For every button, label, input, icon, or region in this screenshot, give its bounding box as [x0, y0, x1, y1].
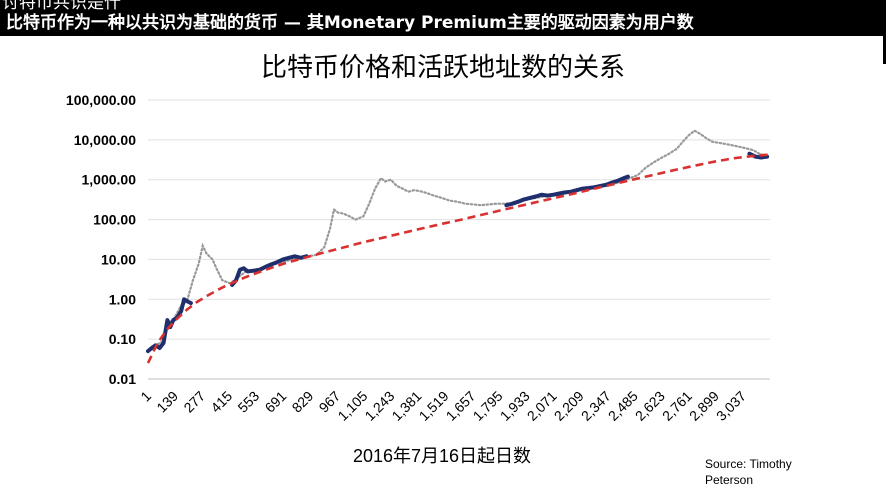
y-tick-label: 0.10 [109, 331, 136, 347]
x-tick-label: 1,519 [416, 388, 452, 424]
x-tick-label: 1,933 [497, 388, 533, 424]
source-line-1: Source: Timothy [705, 457, 792, 471]
x-tick-label: 2,761 [659, 388, 695, 424]
x-tick-label: 139 [153, 388, 181, 416]
edge-bar [883, 36, 886, 64]
price-solid-segment [504, 174, 630, 208]
x-tick-label: 1,243 [361, 388, 397, 424]
x-tick-label: 2,071 [524, 388, 560, 424]
chart-gridlines [148, 99, 770, 380]
x-tick-label: 829 [289, 388, 317, 416]
x-axis-label: 2016年7月16日起日数 [353, 446, 531, 466]
y-tick-labels: 100,000.00 10,000.00 1,000.00 100.00 10.00 1.… [66, 92, 136, 387]
x-tick-label: 1 [137, 388, 154, 405]
x-tick-label: 1,381 [388, 388, 424, 424]
active-address-fit-line [146, 153, 771, 364]
y-tick-label: 100,000.00 [66, 92, 136, 108]
x-tick-label: 2,623 [632, 388, 668, 424]
x-tick-label: 553 [234, 388, 262, 416]
chart-title: 比特币价格和活跃地址数的关系 [260, 53, 625, 83]
banner-headline: 比特币作为一种以共识为基础的货币 — 其Monetary Premium主要的驱… [6, 13, 694, 33]
y-tick-label: 10,000.00 [74, 132, 136, 148]
x-tick-label: 691 [262, 388, 290, 416]
price-dotted-line [146, 129, 767, 353]
y-tick-label: 1.00 [109, 291, 136, 307]
y-tick-label: 100.00 [93, 212, 136, 228]
x-tick-label: 2,485 [605, 388, 641, 424]
plot-area [146, 129, 771, 364]
source-note: Source: Timothy Peterson [705, 456, 792, 488]
y-tick-label: 10.00 [101, 251, 136, 267]
x-tick-label: 3,037 [713, 388, 749, 424]
y-tick-label: 0.01 [109, 371, 136, 387]
price-solid-segment [230, 254, 309, 287]
y-tick-label: 1,000.00 [82, 172, 137, 188]
banner-top-partial-text: 讨特币共识是什 [2, 0, 121, 13]
x-tick-label: 277 [180, 388, 208, 416]
x-tick-label: 1,795 [470, 388, 506, 424]
x-tick-label: 2,899 [686, 388, 722, 424]
headline-banner: 讨特币共识是什 比特币作为一种以共识为基础的货币 — 其Monetary Pre… [0, 0, 886, 36]
source-line-2: Peterson [705, 473, 754, 487]
x-tick-label: 1,105 [334, 388, 370, 424]
x-tick-label: 2,347 [578, 388, 614, 424]
x-tick-label: 1,657 [443, 388, 479, 424]
x-tick-label: 415 [207, 388, 235, 416]
x-tick-label: 2,209 [551, 388, 587, 424]
x-tick-labels: 1 139 277 415 553 691 829 9671,1051,2431,3811,5… [137, 388, 749, 424]
